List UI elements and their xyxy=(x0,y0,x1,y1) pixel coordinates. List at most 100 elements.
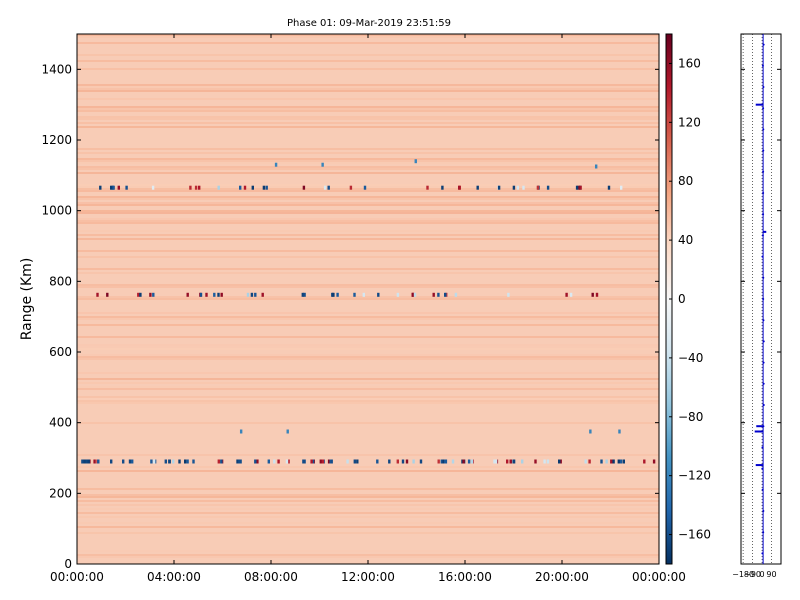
anomaly-mark xyxy=(617,459,620,464)
profile-point xyxy=(762,382,765,385)
anomaly-mark xyxy=(353,459,356,464)
profile-point xyxy=(761,234,764,237)
profile-point xyxy=(762,170,765,173)
anomaly-mark xyxy=(199,292,203,297)
y-tick-label: 200 xyxy=(49,486,72,500)
anomaly-mark xyxy=(239,185,242,190)
anomaly-mark xyxy=(622,459,625,464)
profile-point xyxy=(761,552,764,555)
colorbar-tick-label: 120 xyxy=(678,115,701,129)
anomaly-mark xyxy=(462,459,465,464)
heatmap-streak xyxy=(77,386,659,388)
anomaly-mark xyxy=(476,185,479,190)
anomaly-mark xyxy=(506,459,509,464)
y-tick-label: 1200 xyxy=(41,133,72,147)
heatmap-streak xyxy=(77,382,659,384)
heatmap-streak xyxy=(77,422,659,424)
anomaly-mark xyxy=(405,459,409,464)
colorbar-tick-label: −80 xyxy=(678,410,703,424)
anomaly-mark xyxy=(327,185,330,190)
heatmap-streak xyxy=(77,316,659,318)
heatmap-streak xyxy=(77,284,659,286)
y-tick-label: 600 xyxy=(49,345,72,359)
heatmap-streak xyxy=(77,184,659,186)
profile-point xyxy=(762,361,765,364)
anomaly-mark xyxy=(569,292,573,297)
heatmap-streak xyxy=(77,512,659,514)
colorbar-tick-label: 40 xyxy=(678,233,693,247)
heatmap-streak xyxy=(77,354,659,356)
anomaly-mark xyxy=(93,459,96,464)
x-tick-label: 20:00:00 xyxy=(535,570,589,584)
heatmap-streak xyxy=(77,172,659,174)
profile-point xyxy=(761,467,764,470)
anomaly-mark xyxy=(610,459,613,464)
anomaly-mark xyxy=(217,459,220,464)
profile-point xyxy=(762,43,765,46)
anomaly-mark xyxy=(302,185,306,190)
heatmap-streak xyxy=(77,250,659,252)
anomaly-mark xyxy=(346,459,349,464)
anomaly-mark xyxy=(543,459,546,464)
anomaly-mark xyxy=(106,292,109,297)
anomaly-mark xyxy=(205,292,208,297)
anomaly-mark xyxy=(575,185,579,190)
anomaly-mark xyxy=(507,292,510,297)
anomaly-mark xyxy=(238,459,241,464)
anomaly-mark xyxy=(172,459,175,464)
anomaly-mark xyxy=(509,459,512,464)
y-tick-label: 400 xyxy=(49,416,72,430)
heatmap-streak xyxy=(77,116,659,118)
anomaly-mark xyxy=(287,459,290,464)
heatmap-streak xyxy=(77,358,659,360)
heatmap-streak xyxy=(77,42,659,44)
anomaly-mark xyxy=(150,459,153,464)
anomaly-mark xyxy=(388,459,391,464)
anomaly-mark xyxy=(254,292,257,297)
anomaly-mark xyxy=(97,459,100,464)
heatmap-streak xyxy=(77,496,659,498)
heatmap-streak xyxy=(77,526,659,528)
anomaly-mark xyxy=(189,185,192,190)
heatmap-anomalies xyxy=(81,159,656,464)
anomaly-mark xyxy=(110,459,113,464)
heatmap-y-axis: 0 200 400 600 800 1000 1200 1400 xyxy=(41,62,659,571)
anomaly-mark xyxy=(619,459,623,464)
heatmap-streak xyxy=(77,162,659,164)
anomaly-mark xyxy=(96,292,99,297)
heatmap-streak xyxy=(77,190,659,192)
heatmap-streak xyxy=(77,196,659,198)
anomaly-mark xyxy=(396,459,399,464)
heatmap-streak xyxy=(77,336,659,338)
profile-point xyxy=(762,128,765,131)
profile-point xyxy=(762,340,765,343)
anomaly-mark xyxy=(652,459,656,464)
profile-point xyxy=(762,531,765,534)
anomaly-mark xyxy=(412,459,415,464)
anomaly-mark xyxy=(220,459,223,464)
anomaly-mark xyxy=(349,185,353,190)
heatmap-streak xyxy=(77,346,659,348)
colorbar-tick-label: 160 xyxy=(678,56,701,70)
heatmap-streak xyxy=(77,166,659,168)
heatmap-x-axis: 00:00:00 04:00:00 08:00:00 12:00:00 16:00:00… xyxy=(50,34,686,584)
heatmap-texture xyxy=(77,34,659,558)
anomaly-mark xyxy=(236,459,239,464)
y-tick-label: 1400 xyxy=(41,62,72,76)
anomaly-mark xyxy=(250,292,254,297)
anomaly-mark xyxy=(117,185,120,190)
heatmap-streak xyxy=(77,220,659,222)
anomaly-mark xyxy=(558,459,561,464)
anomaly-mark xyxy=(444,459,447,464)
anomaly-mark xyxy=(512,185,516,190)
anomaly-mark xyxy=(442,459,445,464)
anomaly-mark xyxy=(559,459,562,464)
y-tick-label: 800 xyxy=(49,274,72,288)
anomaly-mark xyxy=(516,185,519,190)
heatmap-streak xyxy=(77,400,659,402)
anomaly-mark xyxy=(588,459,591,464)
anomaly-mark xyxy=(262,185,266,190)
profile-axes: −180−900 90 xyxy=(732,68,781,579)
anomaly-mark xyxy=(497,185,501,190)
